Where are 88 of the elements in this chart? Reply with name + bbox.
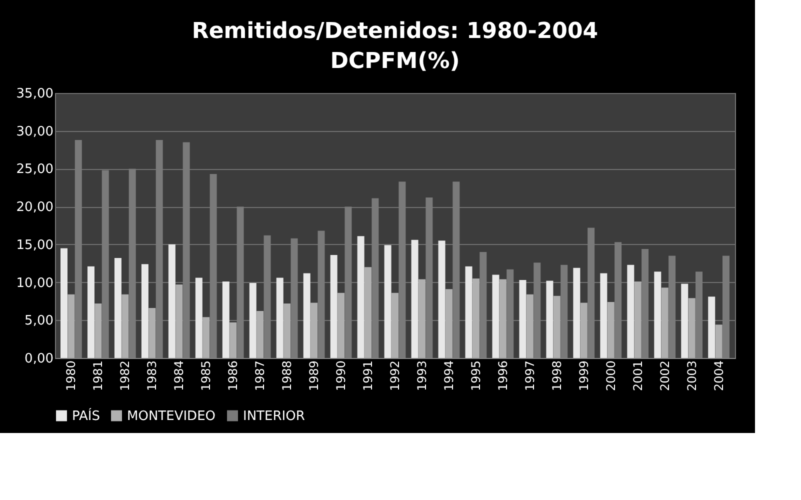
y-tick-label: 10,00 — [16, 276, 54, 291]
bar — [465, 266, 472, 358]
bar — [580, 302, 588, 358]
x-tick-label: 1995 — [468, 360, 483, 392]
bar — [573, 268, 580, 358]
x-tick-label: 1980 — [64, 360, 78, 392]
bar — [708, 296, 716, 358]
bar — [519, 280, 526, 358]
y-tick-label: 30,00 — [16, 124, 54, 140]
bar — [60, 248, 68, 358]
bar — [499, 279, 506, 358]
bar — [438, 240, 446, 358]
x-tick-label: 2003 — [684, 360, 699, 392]
bar — [284, 303, 291, 358]
y-tick-label: 15,00 — [16, 238, 54, 253]
x-tick-label: 2002 — [658, 360, 672, 392]
bar — [276, 278, 284, 358]
bar — [607, 302, 614, 358]
legend-label: INTERIOR — [243, 408, 305, 424]
x-tick-label: 1992 — [388, 360, 402, 392]
bar — [195, 278, 202, 358]
y-tick-label: 25,00 — [16, 162, 54, 178]
x-tick-label: 1998 — [550, 360, 564, 392]
x-tick-label: 1981 — [91, 360, 106, 392]
bar — [338, 292, 345, 358]
bar — [661, 288, 668, 358]
bar — [310, 302, 318, 358]
bar — [526, 294, 534, 358]
x-tick-label: 2001 — [630, 360, 645, 392]
bar — [654, 272, 662, 358]
x-tick-label: 1984 — [172, 360, 186, 392]
chart-subtitle: DCPFM(%) — [330, 49, 460, 74]
bar — [411, 240, 418, 358]
bar — [114, 258, 122, 358]
bar — [202, 317, 210, 358]
bar — [364, 267, 372, 358]
x-tick-label: 2004 — [712, 360, 726, 392]
bar — [303, 273, 310, 358]
bar — [546, 280, 554, 358]
bar — [357, 236, 364, 358]
x-tick-label: 1985 — [199, 360, 214, 392]
bar — [222, 282, 230, 358]
bar — [472, 278, 480, 358]
y-tick-label: 0,00 — [24, 352, 54, 366]
bar — [492, 274, 500, 358]
bar — [445, 289, 452, 358]
y-tick-label: 20,00 — [16, 200, 54, 216]
bar — [392, 292, 398, 358]
x-tick-label: 1999 — [576, 360, 591, 392]
bar — [256, 311, 264, 358]
bar — [176, 284, 183, 358]
bar — [384, 245, 392, 358]
legend-label: MONTEVIDEO — [127, 408, 216, 424]
x-tick-label: 1982 — [118, 360, 132, 392]
x-tick-label: 1987 — [253, 360, 268, 392]
x-tick-label: 1991 — [361, 360, 376, 392]
bar — [688, 298, 696, 358]
bar — [94, 303, 102, 358]
bar — [681, 284, 688, 358]
x-tick-label: 1994 — [442, 360, 456, 392]
bar — [627, 264, 634, 358]
bar — [418, 279, 426, 358]
bar — [249, 283, 256, 358]
y-tick-label: 5,00 — [24, 314, 54, 329]
legend-label: PAÍS — [72, 406, 100, 424]
bar — [715, 324, 722, 358]
chart-title: Remitidos/Detenidos: 1980-2004 — [192, 19, 598, 44]
bar — [330, 255, 338, 358]
bar — [168, 244, 176, 358]
x-tick-label: 2000 — [604, 360, 618, 392]
x-tick-label: 1993 — [414, 360, 429, 392]
bar — [87, 266, 94, 358]
bar — [634, 282, 642, 358]
x-tick-label: 1997 — [522, 360, 537, 392]
x-tick-label: 1986 — [226, 360, 240, 392]
x-tick-label: 1983 — [145, 360, 160, 392]
x-tick-label: 1990 — [334, 360, 348, 392]
bar — [600, 273, 608, 358]
bar — [553, 296, 560, 358]
bar — [122, 294, 129, 358]
bar — [148, 308, 156, 358]
y-tick-label: 35,00 — [16, 86, 54, 102]
bar — [141, 264, 148, 358]
bar — [230, 322, 237, 358]
bar — [68, 294, 75, 358]
x-tick-label: 1989 — [307, 360, 322, 392]
x-tick-label: 1996 — [496, 360, 510, 392]
x-tick-label: 1988 — [280, 360, 294, 392]
